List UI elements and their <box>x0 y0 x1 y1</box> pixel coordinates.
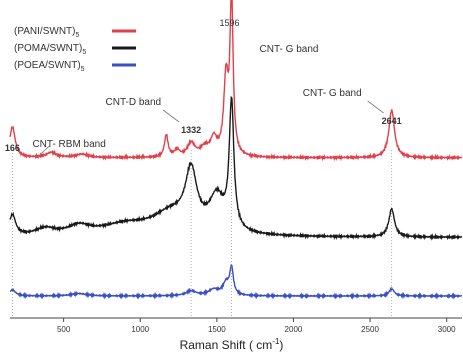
series-line-3 <box>10 263 463 300</box>
x-tick-label-1000: 1000 <box>131 325 149 334</box>
x-tick-label-1500: 1500 <box>208 325 226 334</box>
annotation-1: 166 <box>5 143 20 153</box>
annotation-4: 1332 <box>181 125 201 135</box>
x-tick-label-3000: 3000 <box>438 325 456 334</box>
annotation-7: CNT- G band <box>303 88 362 99</box>
x-tick-label-2500: 2500 <box>361 325 379 334</box>
annotation-arrow-7 <box>367 100 384 114</box>
annotation-2: CNT- RBM band <box>32 139 105 150</box>
x-tick-label-500: 500 <box>57 325 71 334</box>
annotation-arrow-3 <box>162 109 180 123</box>
series-line-1 <box>9 0 463 162</box>
annotation-3: CNT-D band <box>106 97 162 108</box>
series-line-2 <box>9 95 463 241</box>
legend-label-3: (POEA/SWNT)5 <box>14 60 85 73</box>
annotation-5: 1596 <box>220 18 240 28</box>
annotation-arrow-2 <box>37 144 51 158</box>
annotation-6: CNT- G band <box>260 44 319 55</box>
x-axis-title: Raman Shift ( cm-1) <box>179 337 284 352</box>
annotation-8: 2641 <box>382 116 402 126</box>
legend-label-1: (PANI/SWNT)5 <box>14 26 79 39</box>
legend-label-2: (POMA/SWNT)5 <box>14 43 86 56</box>
x-tick-label-2000: 2000 <box>285 325 303 334</box>
